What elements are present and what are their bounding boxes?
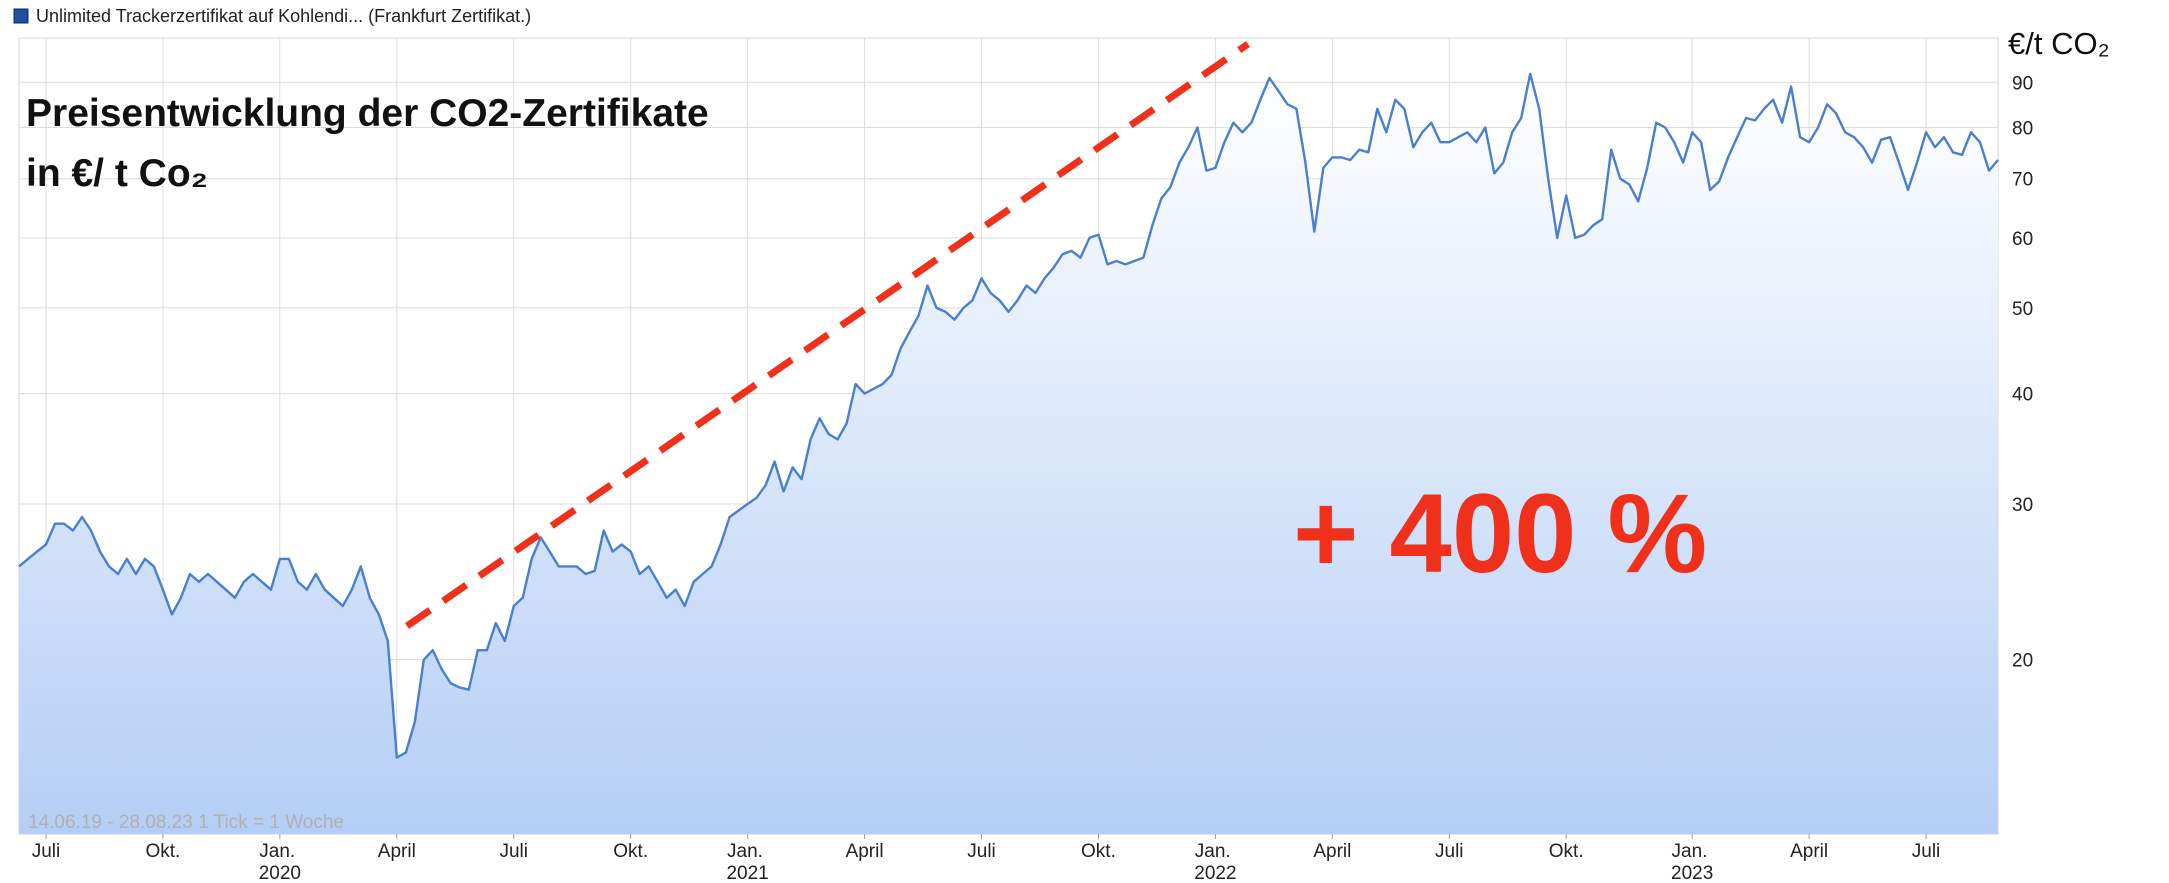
x-tick-label: Jan. 2020 [259, 841, 301, 883]
y-tick-label: 40 [2012, 385, 2033, 406]
annotation: + 400 % [1293, 471, 1707, 596]
chart-title: Preisentwicklung der CO2-Zertifikate [26, 92, 709, 135]
legend-label: Unlimited Trackerzertifikat auf Kohlendi… [36, 6, 531, 26]
x-tick-label: Juli [1912, 841, 1941, 862]
x-tick-label: April [846, 841, 884, 862]
y-tick-label: 80 [2012, 118, 2033, 139]
y-axis-label: €/t CO₂ [2008, 26, 2110, 61]
x-tick-label: Jan. 2021 [726, 841, 768, 883]
legend-swatch [13, 8, 29, 24]
area [19, 73, 1998, 835]
x-tick-label: Juli [32, 841, 61, 862]
footer: 14.06.19 - 28.08.23 1 Tick = 1 Woche [28, 812, 344, 833]
x-tick-label: Okt. [613, 841, 648, 862]
x-tick-label: Okt. [1081, 841, 1116, 862]
x-tick-label: April [1790, 841, 1828, 862]
y-tick-label: 50 [2012, 299, 2033, 320]
x-tick-label: Jan. 2023 [1671, 841, 1713, 883]
x-tick-label: April [1313, 841, 1351, 862]
x-tick-label: Okt. [1549, 841, 1584, 862]
x-tick-label: Jan. 2022 [1194, 841, 1236, 883]
x-tick-label: Juli [967, 841, 996, 862]
x-tick-label: Okt. [146, 841, 181, 862]
y-tick-label: 90 [2012, 73, 2033, 94]
y-tick-label: 70 [2012, 170, 2033, 191]
y-tick-label: 20 [2012, 651, 2033, 672]
y-tick-label: 60 [2012, 229, 2033, 250]
x-tick-label: Juli [499, 841, 528, 862]
line [18, 72, 1999, 759]
y-tick-label: 30 [2012, 495, 2033, 516]
x-tick-label: Juli [1435, 841, 1464, 862]
data [18, 72, 1999, 835]
x-tick-label: April [378, 841, 416, 862]
chart-subtitle: in €/ t Co₂ [26, 152, 208, 195]
trend-arrow [405, 41, 1250, 629]
